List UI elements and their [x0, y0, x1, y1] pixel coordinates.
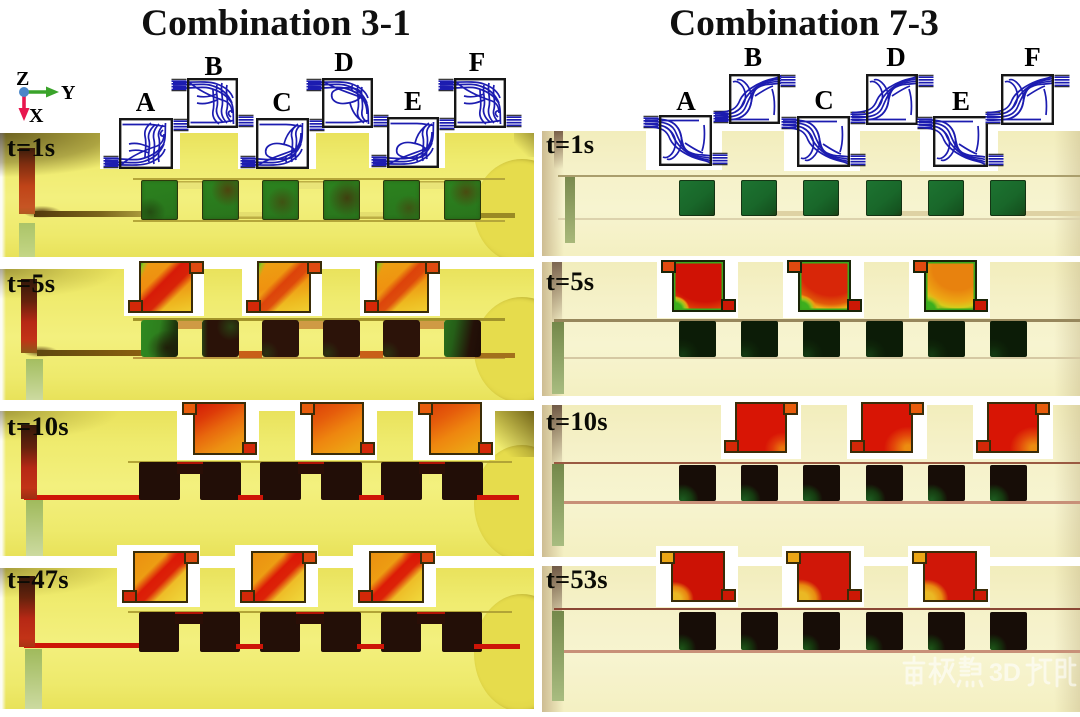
svg-text:Y: Y [61, 82, 76, 104]
svg-text:3D: 3D [989, 659, 1021, 687]
svg-text:Z: Z [16, 68, 29, 90]
svg-text:X: X [29, 105, 44, 127]
